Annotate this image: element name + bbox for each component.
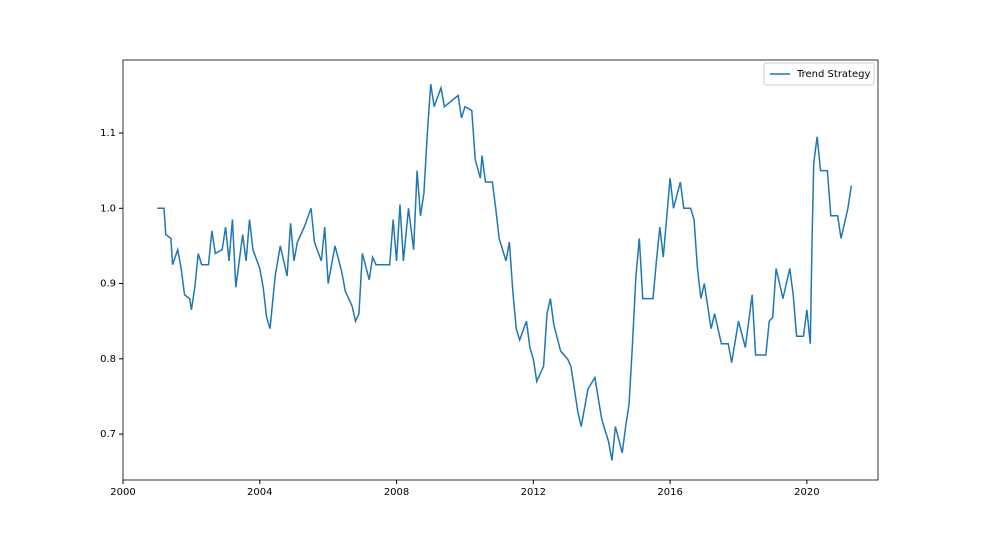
x-tick-label: 2016 [657, 487, 682, 498]
x-tick-label: 2012 [521, 487, 546, 498]
x-tick-label: 2020 [794, 487, 819, 498]
y-tick-label: 0.7 [100, 429, 116, 440]
y-tick-label: 0.8 [100, 354, 116, 365]
line-series [157, 83, 853, 461]
y-tick-label: 1.0 [100, 203, 116, 214]
y-tick-label: 0.9 [100, 279, 116, 290]
x-tick-label: 2004 [247, 487, 272, 498]
plot-frame [122, 59, 879, 481]
legend-box [763, 62, 875, 86]
legend-label: Trend Strategy [796, 69, 870, 80]
y-tick-label: 1.1 [100, 128, 116, 139]
x-tick-label: 2008 [384, 487, 409, 498]
x-tick-label: 2000 [110, 487, 135, 498]
